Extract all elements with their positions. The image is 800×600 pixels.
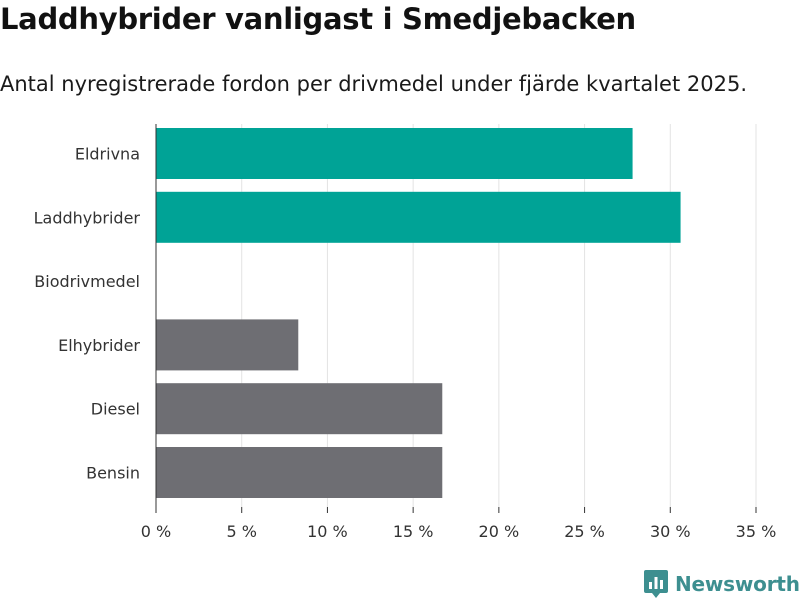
category-label: Elhybrider bbox=[58, 336, 140, 355]
bars bbox=[156, 128, 681, 498]
newsworthy-logo: Newsworthy bbox=[643, 569, 800, 599]
bar bbox=[156, 128, 633, 179]
category-label: Laddhybrider bbox=[34, 208, 141, 227]
brand-name: Newsworthy bbox=[675, 572, 800, 596]
x-axis-ticks: 0 % 5 % 10 % 15 % 20 % 25 % 30 % 35 % bbox=[141, 124, 777, 541]
bar bbox=[156, 383, 443, 435]
category-label: Bensin bbox=[86, 464, 140, 483]
bar-chart-logo-icon bbox=[644, 570, 668, 598]
x-tick-label: 35 % bbox=[736, 522, 777, 541]
bar bbox=[156, 319, 299, 371]
x-tick-label: 0 % bbox=[141, 522, 171, 541]
chart-title: Laddhybrider vanligast i Smedjebacken bbox=[0, 2, 636, 36]
category-labels: Eldrivna Laddhybrider Biodrivmedel Elhybrid… bbox=[34, 145, 141, 483]
category-label: Diesel bbox=[91, 400, 140, 419]
x-tick-label: 5 % bbox=[226, 522, 256, 541]
x-tick-label: 25 % bbox=[564, 522, 605, 541]
bar bbox=[156, 191, 681, 243]
gridlines bbox=[241, 124, 757, 507]
x-tick-label: 10 % bbox=[307, 522, 348, 541]
x-tick-label: 20 % bbox=[479, 522, 520, 541]
category-label: Eldrivna bbox=[75, 145, 140, 164]
bar bbox=[156, 447, 443, 498]
category-label: Biodrivmedel bbox=[34, 272, 140, 291]
x-tick-label: 15 % bbox=[393, 522, 434, 541]
x-tick-label: 30 % bbox=[650, 522, 691, 541]
chart-subtitle: Antal nyregistrerade fordon per drivmede… bbox=[0, 72, 748, 96]
